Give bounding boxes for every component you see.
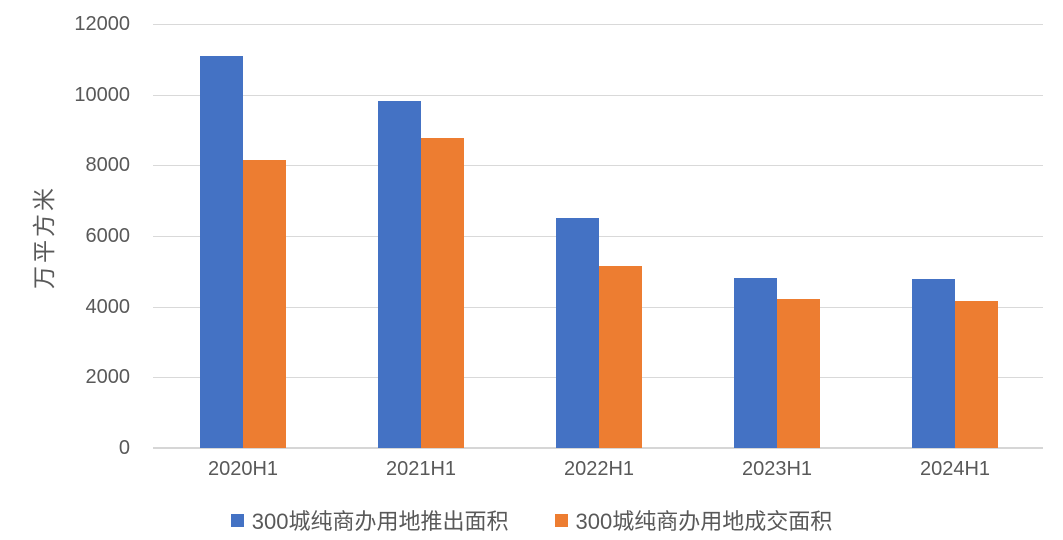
x-tick-label: 2022H1 — [563, 458, 635, 480]
y-tick-label: 2000 — [85, 366, 131, 389]
bar-series2-2021h1 — [421, 138, 464, 448]
legend-item-series1: 300城纯商办用地推出面积 — [230, 504, 509, 536]
bar-series1-2020h1 — [200, 55, 243, 448]
x-tick-label: 2023H1 — [741, 458, 813, 480]
legend: 300城纯商办用地推出面积 300城纯商办用地成交面积 — [0, 504, 1063, 536]
bar-series1-2024h1 — [912, 279, 955, 448]
bar-series2-2020h1 — [243, 160, 286, 448]
y-tick-label: 8000 — [85, 154, 131, 177]
legend-swatch-icon — [554, 513, 568, 527]
x-tick-label: 2020H1 — [207, 458, 279, 480]
y-tick-label: 6000 — [85, 225, 131, 247]
bar-series2-2023h1 — [777, 298, 820, 448]
x-tick-label: 2024H1 — [919, 458, 991, 480]
bar-series1-2023h1 — [734, 278, 777, 448]
gridline — [153, 24, 1043, 25]
bar-series1-2021h1 — [378, 101, 421, 448]
x-tick-label: 2021H1 — [385, 458, 457, 480]
legend-swatch-icon — [230, 513, 244, 527]
gridline — [153, 165, 1043, 167]
y-tick-label: 4000 — [85, 295, 131, 318]
legend-label: 300城纯商办用地成交面积 — [575, 509, 833, 534]
gridline — [153, 94, 1043, 96]
bar-series2-2022h1 — [599, 266, 642, 448]
legend-label: 300城纯商办用地推出面积 — [251, 509, 509, 534]
bar-series1-2022h1 — [556, 217, 599, 448]
x-axis-line — [153, 447, 1043, 449]
legend-item-series2: 300城纯商办用地成交面积 — [554, 504, 833, 536]
y-tick-label: 0 — [118, 437, 130, 459]
bar-series2-2024h1 — [955, 301, 998, 448]
y-tick-label: 10000 — [74, 83, 130, 106]
y-tick-label: 12000 — [74, 13, 130, 35]
